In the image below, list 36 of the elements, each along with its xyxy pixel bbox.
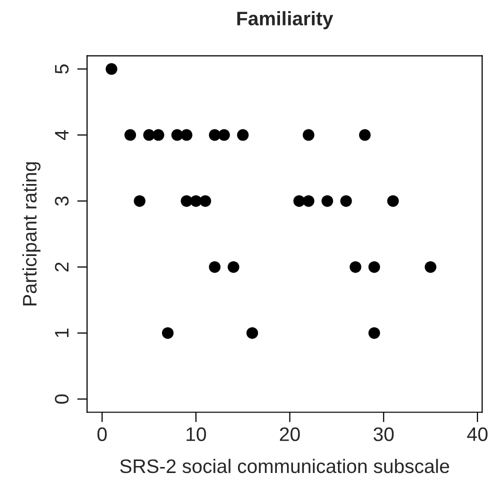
y-tick-label: 3 xyxy=(54,196,69,206)
y-tick-label: 1 xyxy=(55,328,68,337)
point xyxy=(368,327,380,339)
y-tick-label: 2 xyxy=(54,262,68,272)
point xyxy=(124,129,136,141)
point xyxy=(228,261,240,273)
point xyxy=(246,327,258,339)
point xyxy=(180,129,192,141)
point xyxy=(162,327,174,339)
point xyxy=(152,129,164,141)
point xyxy=(106,63,118,75)
point xyxy=(322,195,334,207)
chart-title: Familiarity xyxy=(237,11,334,30)
x-tick-label: 40 xyxy=(467,427,488,442)
y-tick-label: 5 xyxy=(55,64,69,74)
x-tick-label: 20 xyxy=(280,427,300,442)
point xyxy=(340,195,352,207)
y-tick-label: 4 xyxy=(55,130,68,140)
point xyxy=(302,129,314,141)
point xyxy=(218,129,230,141)
x-tick-label: 30 xyxy=(374,427,394,442)
point xyxy=(359,129,371,141)
point xyxy=(237,129,249,141)
y-axis-title: Participant rating xyxy=(22,162,40,306)
x-tick-label: 0 xyxy=(97,427,107,442)
x-axis-title: SRS-2 social communication subscale xyxy=(120,458,450,474)
point xyxy=(208,261,221,273)
y-tick-label: 0 xyxy=(54,394,69,404)
point xyxy=(387,195,399,207)
x-tick-label: 10 xyxy=(186,427,206,442)
point xyxy=(368,261,380,273)
point xyxy=(200,195,212,207)
point xyxy=(302,195,314,207)
point xyxy=(424,261,436,273)
point xyxy=(350,261,362,273)
point xyxy=(134,195,146,207)
